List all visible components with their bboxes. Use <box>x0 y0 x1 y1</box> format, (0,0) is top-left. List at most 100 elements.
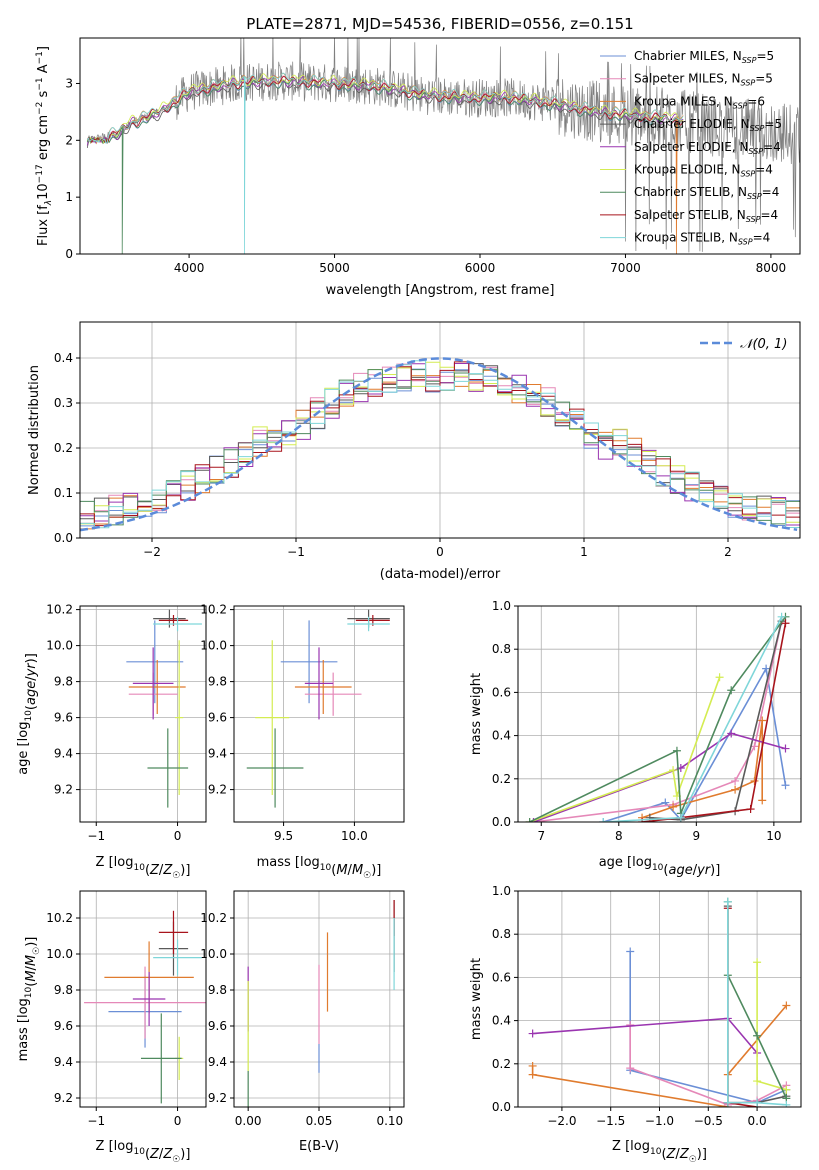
legend: 𝒩(0, 1) <box>700 337 787 352</box>
y-tick-label: 9.4 <box>208 1055 227 1069</box>
weight-vs-age-panel: 7 8 9 10 0.0 0.2 0.4 0.6 0.8 1.0 age [log10(age/yr… <box>469 599 802 878</box>
x-tick-label: −1 <box>287 545 305 559</box>
y-tick-label: 2 <box>65 133 73 147</box>
weight-marker <box>599 818 608 822</box>
axes-frame: −1 0 9.2 9.4 9.6 9.8 10.0 10.2 <box>46 603 207 843</box>
errorbar-salpeter-elodie <box>304 647 334 720</box>
weight-marker <box>753 1077 762 1086</box>
x-axis-label: E(B-V) <box>299 1139 339 1154</box>
axes-border <box>79 890 207 1108</box>
errorbar-salpeter-elodie <box>132 972 166 1026</box>
y-tick-label: 10.0 <box>46 947 73 961</box>
y-tick-label: 9.2 <box>54 783 73 797</box>
y-tick-label: 0.4 <box>492 729 511 743</box>
errorbar-kroupa-elodie <box>175 640 184 795</box>
axes-frame: 9.5 10.0 9.2 9.4 9.6 9.8 10.0 10.2 <box>200 603 405 843</box>
y-tick-label: 0.6 <box>492 685 511 699</box>
errorbar-chabrier-stelib <box>246 728 304 808</box>
weight-marker <box>676 813 685 822</box>
y-tick-label: 0.0 <box>492 1100 511 1114</box>
weight-marker <box>750 742 759 751</box>
weight-series-kroupa-elodie <box>753 958 791 1094</box>
weight-marker <box>746 805 755 814</box>
histogram-kroupa-stelib <box>80 360 800 529</box>
legend-label-normal: 𝒩(0, 1) <box>740 337 787 352</box>
legend: Chabrier MILES, NSSP=5 Salpeter MILES, NS… <box>600 49 782 247</box>
weight-marker <box>762 664 771 673</box>
y-tick-label: 0.2 <box>492 1057 511 1071</box>
x-tick-label: 6000 <box>465 261 496 275</box>
weight-line <box>727 901 787 1106</box>
errorbar-chabrier-miles <box>280 620 338 704</box>
x-axis-label: mass [log10(M/M☉)] <box>257 855 382 881</box>
legend-label-kroupa-miles: Kroupa MILES, NSSP=6 <box>634 94 765 110</box>
legend-label-salpeter-stelib: Salpeter STELIB, NSSP=4 <box>634 208 778 224</box>
axes-frame: −1 0 9.2 9.4 9.6 9.8 10.0 10.2 <box>46 890 207 1128</box>
weight-marker <box>723 897 732 906</box>
plot-area <box>247 900 395 1107</box>
axes-frame: 7 8 9 10 0.0 0.2 0.4 0.6 0.8 1.0 <box>492 599 802 843</box>
weight-marker <box>758 716 767 725</box>
x-tick-label: −2 <box>143 545 161 559</box>
x-tick-label: −1 <box>87 829 105 843</box>
grid <box>80 891 206 1107</box>
errorbar-kroupa-miles <box>128 660 186 714</box>
legend-label-salpeter-miles: Salpeter MILES, NSSP=5 <box>634 72 773 88</box>
weight-marker <box>528 1029 537 1038</box>
weight-vs-metallicity-panel: −2.0 −1.5 −1.0 −0.5 0.0 0.0 0.2 0.4 0.6 0.8 1.0 Z [… <box>469 884 802 1165</box>
age-vs-metallicity-panel: −1 0 9.2 9.4 9.6 9.8 10.0 10.2 Z [log10(Z/Z☉)] ag… <box>16 603 207 881</box>
y-tick-label: 10.2 <box>200 603 227 617</box>
weight-marker <box>753 1031 762 1040</box>
x-axis-label: Z [log10(Z/Z☉)] <box>96 1139 191 1165</box>
x-tick-label: 0.0 <box>748 1114 767 1128</box>
axes-border <box>517 605 802 823</box>
plot-area <box>525 612 790 822</box>
plot-area <box>528 897 791 1107</box>
y-tick-label: 0.8 <box>492 642 511 656</box>
y-tick-label: 9.6 <box>208 1019 227 1033</box>
y-tick-label: 0.4 <box>54 351 73 365</box>
y-tick-label: 9.2 <box>54 1091 73 1105</box>
x-tick-label: −0.5 <box>694 1114 723 1128</box>
legend-label-salpeter-elodie: Salpeter ELODIE, NSSP=4 <box>634 140 781 156</box>
y-tick-label: 9.8 <box>54 675 73 689</box>
weight-marker <box>669 802 678 811</box>
plot-area <box>80 357 800 532</box>
x-tick-label: 10 <box>766 829 781 843</box>
x-tick-label: 0 <box>436 545 444 559</box>
y-tick-label: 9.6 <box>208 711 227 725</box>
x-tick-label: 8 <box>615 829 623 843</box>
y-tick-label: 1.0 <box>492 884 511 898</box>
x-tick-label: −1 <box>87 1114 105 1128</box>
weight-marker <box>669 766 678 775</box>
weight-marker <box>528 1061 537 1070</box>
x-tick-label: 0 <box>174 1114 182 1128</box>
y-tick-label: 0 <box>65 247 73 261</box>
errorbar-salpeter-stelib <box>158 910 189 954</box>
histogram-kroupa-elodie <box>80 361 800 525</box>
y-tick-label: 9.8 <box>208 675 227 689</box>
y-tick-label: 9.8 <box>54 983 73 997</box>
weight-marker <box>525 818 534 822</box>
x-axis-label: Z [log10(Z/Z☉)] <box>96 855 191 881</box>
weight-marker <box>731 776 740 785</box>
x-tick-label: 9.5 <box>274 829 293 843</box>
weight-marker <box>781 781 790 790</box>
errorbar-kroupa-stelib <box>153 939 202 976</box>
y-tick-label: 9.6 <box>54 1019 73 1033</box>
residuals-histogram-panel: −2 −1 0 1 2 0.0 0.1 0.2 0.3 0.4 𝒩(0, 1) (data-model… <box>27 321 801 582</box>
axes-frame: −2.0 −1.5 −1.0 −0.5 0.0 0.0 0.2 0.4 0.6 0.8 1.0 <box>492 884 802 1128</box>
y-tick-label: 0.2 <box>54 441 73 455</box>
weight-marker <box>626 1064 635 1073</box>
errorbar-salpeter-elodie <box>132 647 174 720</box>
histogram-salpeter-stelib <box>80 361 800 527</box>
weight-marker <box>626 947 635 956</box>
weight-marker <box>753 958 762 967</box>
x-tick-label: 4000 <box>174 261 205 275</box>
data-spectrum-line <box>86 38 800 253</box>
x-axis-label: Z [log10(Z/Z☉)] <box>612 1139 707 1165</box>
weight-marker <box>782 1001 791 1010</box>
y-tick-label: 9.4 <box>208 747 227 761</box>
y-tick-label: 0.0 <box>492 815 511 829</box>
